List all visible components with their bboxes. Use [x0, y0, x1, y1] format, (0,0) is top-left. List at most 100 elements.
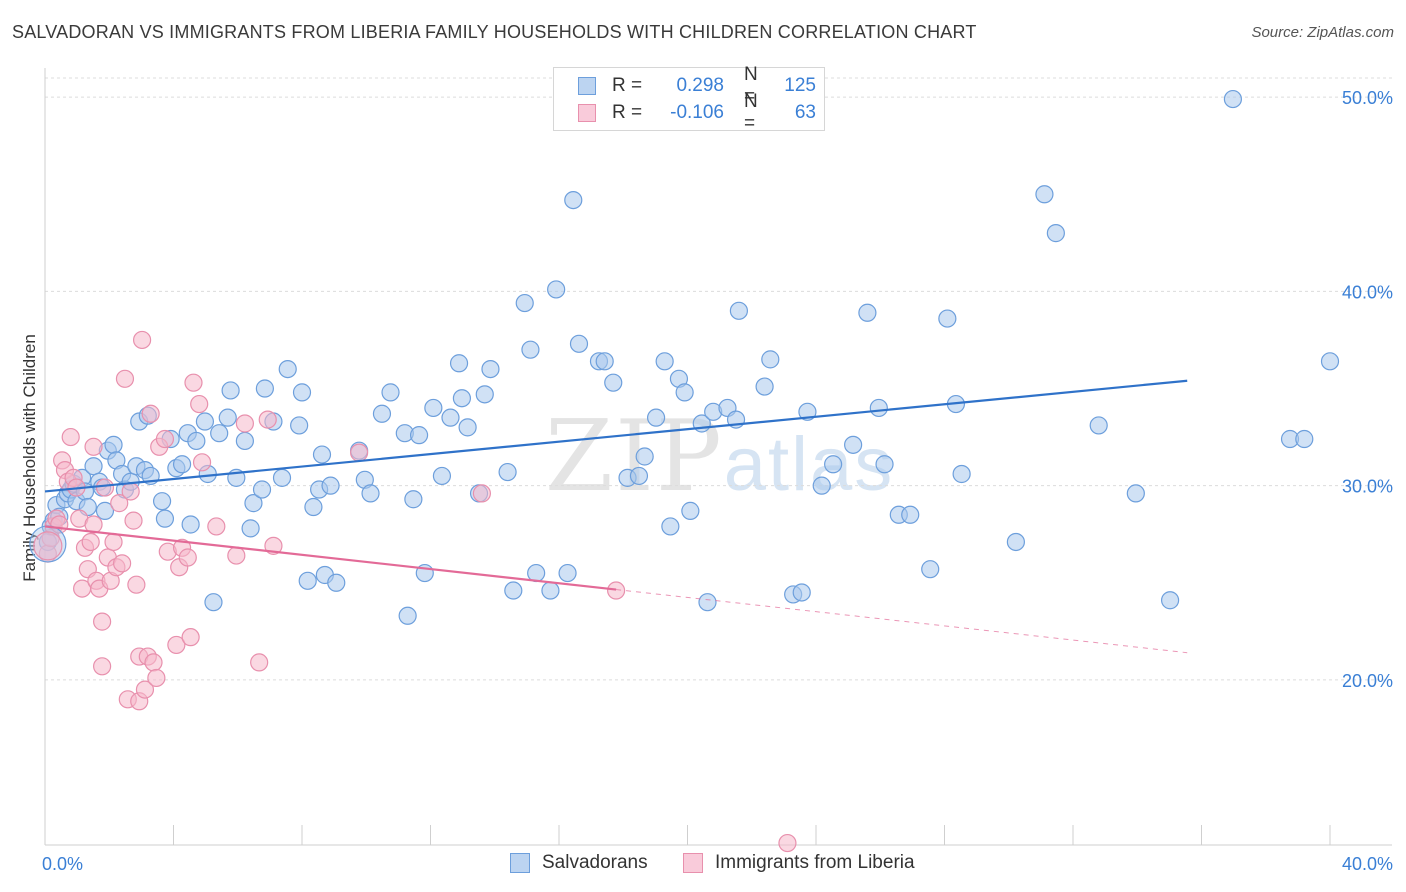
- legend-n-value: 125: [784, 75, 816, 96]
- salvadoran-point: [504, 581, 523, 600]
- salvadoran-point: [381, 383, 400, 402]
- liberia-point: [33, 531, 63, 561]
- salvadoran-point: [181, 515, 200, 534]
- legend-swatch-pink: [578, 104, 596, 122]
- legend-r-value: 0.298: [676, 75, 724, 96]
- salvadoran-point: [424, 398, 443, 418]
- liberia-point: [778, 833, 797, 853]
- salvadoran-point: [155, 509, 175, 528]
- legend-n-label: N =: [744, 91, 758, 134]
- salvadoran-point: [84, 457, 103, 476]
- legend-swatch-blue: [510, 853, 530, 873]
- salvadoran-point: [1126, 484, 1145, 503]
- salvadoran-point: [1035, 185, 1054, 204]
- salvadoran-point: [1089, 416, 1108, 435]
- liberia-point: [104, 532, 123, 552]
- salvadoran-point: [952, 464, 971, 484]
- salvadoran-point: [252, 480, 272, 499]
- liberia-point: [192, 453, 212, 472]
- salvadoran-point: [244, 494, 263, 513]
- y-tick-label: 20.0%: [1342, 671, 1393, 691]
- salvadoran-point: [675, 383, 694, 402]
- salvadoran-point: [398, 606, 417, 625]
- liberia-point: [264, 536, 283, 555]
- chart-title: SALVADORAN VS IMMIGRANTS FROM LIBERIA FA…: [12, 22, 977, 42]
- x-tick-label: 0.0%: [42, 854, 83, 874]
- legend-n-value: 63: [794, 102, 816, 123]
- liberia-point: [141, 404, 160, 423]
- legend-r-label: R =: [612, 75, 643, 96]
- legend-r-label: R =: [612, 102, 643, 123]
- liberia-point: [235, 414, 254, 433]
- liberia-point: [61, 427, 80, 447]
- salvadoran-point: [292, 383, 312, 402]
- salvadoran-point: [272, 468, 292, 487]
- salvadoran-point: [452, 389, 472, 408]
- liberia-point: [144, 653, 163, 672]
- salvadoran-point: [304, 497, 323, 517]
- salvadoran-point: [241, 519, 260, 538]
- legend-label: Immigrants from Liberia: [715, 852, 915, 873]
- salvadoran-point: [698, 593, 717, 612]
- liberia-point: [227, 546, 246, 565]
- salvadoran-point: [547, 280, 566, 299]
- salvadoran-point: [372, 404, 392, 423]
- watermark-zip: ZIP: [545, 400, 724, 514]
- salvadoran-point: [172, 455, 192, 474]
- salvadoran-point: [858, 303, 877, 322]
- salvadoran-point: [558, 563, 577, 583]
- salvadoran-point: [404, 490, 423, 509]
- liberia-point: [127, 575, 146, 594]
- liberia-point: [207, 517, 226, 536]
- salvadoran-point: [921, 560, 940, 579]
- salvadoran-point: [195, 412, 215, 431]
- liberia-point: [472, 484, 491, 503]
- salvadoran-point: [255, 379, 274, 398]
- salvadoran-point: [187, 431, 206, 451]
- liberia-point: [112, 554, 132, 573]
- salvadoran-point: [458, 418, 477, 437]
- salvadoran-point: [761, 350, 780, 369]
- salvadoran-point: [475, 385, 494, 404]
- salvadoran-point: [604, 373, 623, 392]
- salvadoran-point: [1223, 89, 1243, 109]
- salvadoran-point: [498, 462, 517, 482]
- y-tick-label: 40.0%: [1342, 282, 1393, 302]
- correlation-legend: R = 0.298 N = 125 R = -0.106 N = 63: [553, 64, 825, 134]
- salvadoran-point: [409, 426, 429, 445]
- salvadoran-point: [327, 573, 346, 592]
- salvadoran-point: [1320, 352, 1340, 371]
- salvadoran-point: [521, 340, 540, 359]
- salvadoran-point: [1046, 224, 1065, 243]
- legend-r-value: -0.106: [670, 102, 724, 123]
- salvadoran-point: [635, 447, 654, 466]
- liberia-point: [93, 657, 112, 676]
- salvadoran-point: [441, 408, 460, 427]
- salvadoran-trend-line: [44, 379, 1188, 493]
- zipatlas-watermark: ZIPatlas: [545, 400, 894, 514]
- salvadoran-point: [646, 408, 666, 427]
- salvadoran-point: [629, 466, 649, 486]
- salvadoran-point: [1295, 429, 1314, 449]
- salvadoran-point: [792, 583, 811, 602]
- salvadoran-point: [321, 476, 340, 495]
- legend-item-liberia: Immigrants from Liberia: [683, 852, 915, 874]
- salvadoran-point: [432, 466, 452, 486]
- legend-row-liberia: R = -0.106 N = 63: [578, 91, 816, 134]
- salvadoran-point: [869, 398, 888, 418]
- legend-swatch-pink: [683, 853, 703, 873]
- liberia-point: [250, 653, 269, 672]
- y-tick-label: 50.0%: [1342, 88, 1393, 108]
- liberia-point: [124, 511, 143, 530]
- salvadoran-point: [278, 359, 297, 379]
- watermark-atlas: atlas: [723, 422, 895, 507]
- salvadoran-point: [235, 431, 254, 451]
- salvadoran-point: [312, 445, 332, 464]
- salvadoran-point: [218, 408, 237, 427]
- liberia-point: [95, 478, 115, 497]
- liberia-point: [121, 482, 140, 501]
- y-tick-label: 30.0%: [1342, 477, 1393, 497]
- salvadoran-point: [595, 352, 614, 371]
- liberia-point: [115, 369, 135, 388]
